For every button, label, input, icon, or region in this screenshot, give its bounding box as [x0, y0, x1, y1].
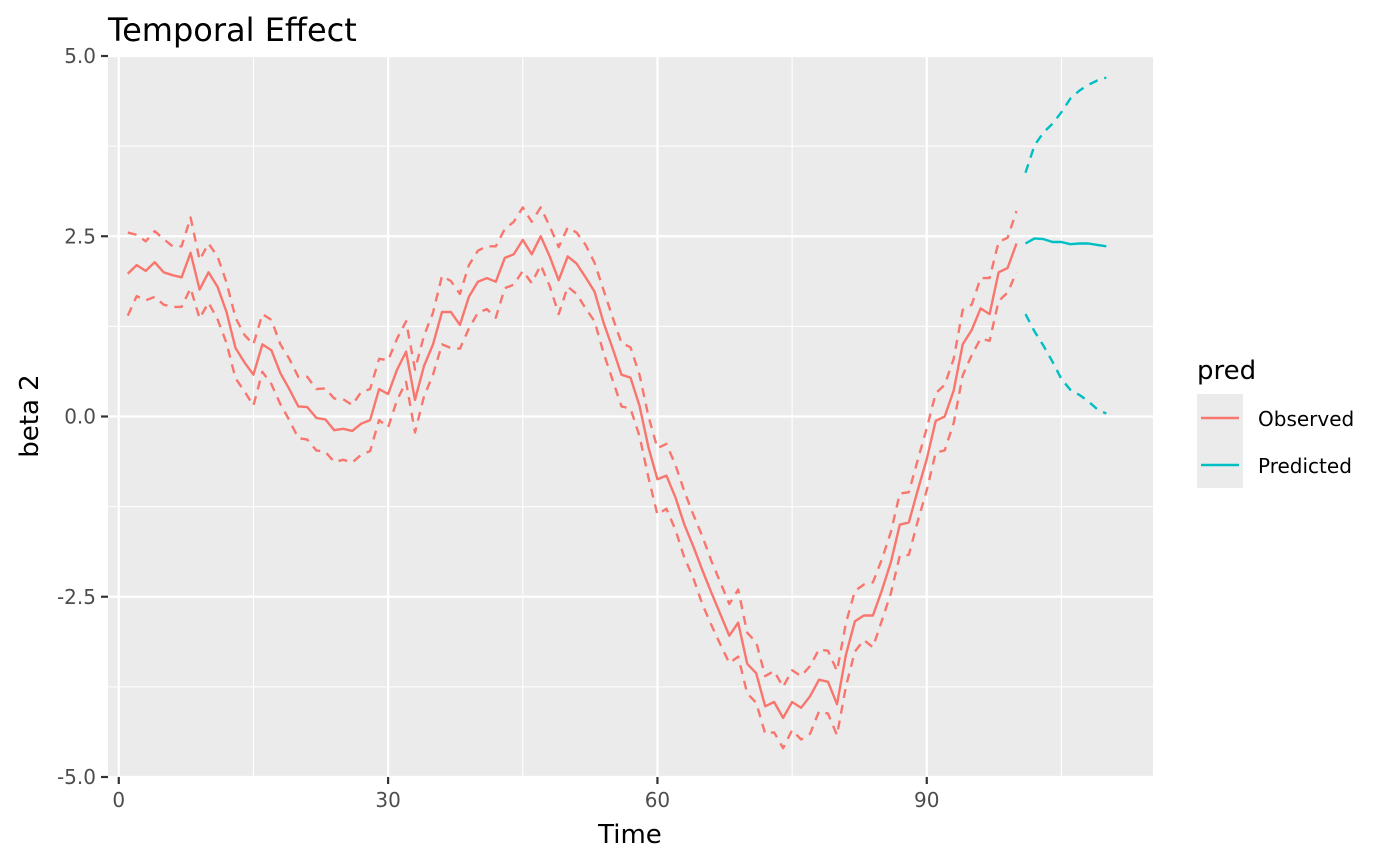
x-axis: 0 30 60 90: [112, 777, 939, 812]
observed-upper-bound-line: [127, 206, 1018, 689]
x-tick-label: 30: [375, 788, 400, 812]
x-axis-title: Time: [597, 820, 662, 850]
y-tick-label: -2.5: [57, 585, 96, 609]
predicted-upper-bound-line: [1024, 76, 1107, 174]
chart-title: Temporal Effect: [107, 11, 357, 49]
predicted-lower-bound-line: [1024, 313, 1107, 415]
predicted-mean-line: [1024, 237, 1107, 248]
x-tick-label: 0: [112, 788, 125, 812]
legend: pred Observed Predicted: [1197, 356, 1354, 488]
y-tick-label: 2.5: [64, 224, 96, 248]
legend-key-background: [1197, 394, 1243, 488]
y-tick-label: 5.0: [64, 44, 96, 68]
legend-label-observed: Observed: [1258, 407, 1354, 431]
y-axis: -5.0 -2.5 0.0 2.5 5.0: [57, 44, 108, 789]
legend-label-predicted: Predicted: [1258, 454, 1352, 478]
legend-title: pred: [1197, 356, 1256, 386]
observed-mean-line: [126, 235, 1018, 720]
x-tick-label: 60: [645, 788, 670, 812]
y-axis-title: beta 2: [15, 374, 45, 457]
y-tick-label: 0.0: [64, 405, 96, 429]
y-tick-label: -5.0: [57, 765, 96, 789]
x-tick-label: 90: [914, 788, 939, 812]
observed-lower-bound-line: [126, 263, 1018, 750]
series-layer: [126, 76, 1107, 750]
major-gridlines: [108, 54, 1153, 779]
